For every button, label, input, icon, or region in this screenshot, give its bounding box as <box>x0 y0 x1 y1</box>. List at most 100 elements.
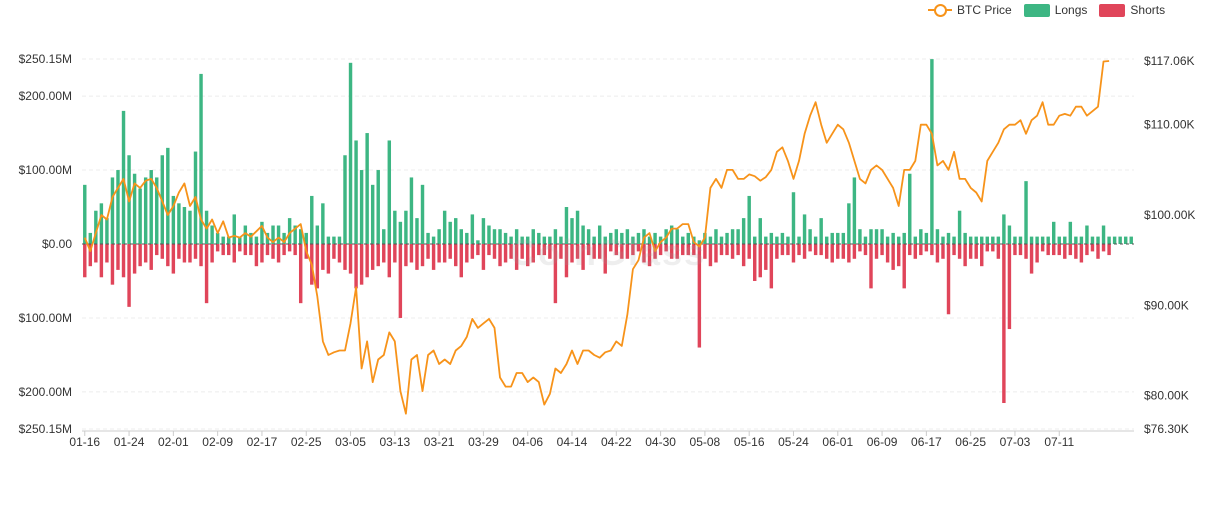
shorts-bar <box>841 244 846 259</box>
longs-bar <box>426 232 430 244</box>
longs-bar <box>741 218 746 244</box>
longs-bar <box>531 229 535 244</box>
longs-bar <box>1101 225 1106 244</box>
shorts-bar <box>227 244 231 256</box>
shorts-bar <box>365 244 369 278</box>
longs-bar <box>570 218 574 244</box>
shorts-bar <box>166 244 170 267</box>
longs-bar <box>908 173 912 244</box>
longs-bar <box>155 177 159 244</box>
longs-bar <box>980 236 984 244</box>
longs-bar <box>764 236 768 244</box>
longs-bar <box>376 170 380 244</box>
longs-bar <box>708 236 713 244</box>
longs-bar <box>332 236 336 244</box>
shorts-bar <box>620 244 624 259</box>
shorts-bar <box>647 244 652 267</box>
longs-bar <box>952 236 956 244</box>
x-axis-tick-label: 06-17 <box>911 435 942 449</box>
shorts-bar <box>481 244 486 270</box>
shorts-bar <box>354 244 358 289</box>
x-axis-tick-label: 04-06 <box>512 435 543 449</box>
shorts-bar <box>681 244 685 256</box>
chart-legend: BTC Price Longs Shorts <box>928 3 1177 17</box>
longs-bar <box>260 221 264 244</box>
longs-bar <box>730 229 735 244</box>
shorts-bar <box>315 244 320 289</box>
shorts-bar <box>919 244 923 256</box>
shorts-bar <box>758 244 762 278</box>
x-axis-tick-label: 02-09 <box>202 435 233 449</box>
longs-bar <box>880 229 884 244</box>
shorts-bar <box>542 244 547 256</box>
longs-bar <box>919 229 923 244</box>
longs-bar <box>99 203 104 244</box>
longs-bar <box>298 229 303 244</box>
shorts-bar <box>1024 244 1028 259</box>
shorts-bar <box>808 244 812 252</box>
longs-bar <box>681 236 685 244</box>
shorts-bar <box>553 244 558 304</box>
longs-bar <box>780 232 785 244</box>
shorts-bar <box>525 244 530 267</box>
longs-bar <box>963 232 967 244</box>
longs-bar <box>791 192 796 244</box>
shorts-bar <box>614 244 619 256</box>
longs-bar <box>847 203 851 244</box>
longs-bar <box>105 218 109 244</box>
longs-bar <box>238 236 242 244</box>
longs-bar <box>946 232 951 244</box>
shorts-bar <box>249 244 253 256</box>
shorts-bar <box>382 244 386 263</box>
longs-bar <box>459 229 463 244</box>
longs-bar <box>625 229 630 244</box>
longs-bar <box>841 232 846 244</box>
longs-bar <box>1107 236 1111 244</box>
shorts-bar <box>874 244 879 259</box>
shorts-bar <box>913 244 918 259</box>
btc-price-line <box>83 60 1110 415</box>
shorts-bar <box>188 244 192 263</box>
longs-bar <box>94 210 98 244</box>
longs-bar <box>1007 225 1012 244</box>
longs-bar <box>559 236 563 244</box>
shorts-bar <box>675 244 679 259</box>
legend-item-shorts[interactable]: Shorts <box>1099 3 1165 17</box>
shorts-bar <box>121 244 126 278</box>
longs-bar <box>221 236 225 244</box>
shorts-bar <box>780 244 785 256</box>
x-axis-tick-label: 04-14 <box>557 435 588 449</box>
legend-item-btc-price[interactable]: BTC Price <box>928 3 1012 17</box>
shorts-bar <box>376 244 380 267</box>
shorts-bar <box>741 244 746 267</box>
x-axis-tick-label: 05-08 <box>690 435 721 449</box>
shorts-bar <box>697 244 702 348</box>
x-axis-tick-label: 04-30 <box>645 435 676 449</box>
longs-bar <box>210 225 214 244</box>
longs-bar <box>1035 236 1039 244</box>
legend-item-longs[interactable]: Longs <box>1023 3 1087 17</box>
longs-bar <box>487 225 491 244</box>
longs-bar <box>348 62 353 244</box>
longs-bar <box>996 236 1001 244</box>
shorts-bar <box>332 244 336 259</box>
longs-bar <box>1085 225 1089 244</box>
shorts-bar <box>143 244 148 263</box>
longs-bar <box>548 236 552 244</box>
longs-bar <box>747 195 751 244</box>
shorts-bar <box>476 244 480 256</box>
shorts-bar <box>559 244 563 259</box>
shorts-bar <box>548 244 552 259</box>
shorts-bar <box>564 244 569 278</box>
x-axis-tick-label: 01-16 <box>69 435 100 449</box>
shorts-bar <box>880 244 884 256</box>
longs-bar <box>603 236 607 244</box>
shorts-bar <box>714 244 718 263</box>
x-axis-tick-label: 06-25 <box>955 435 986 449</box>
longs-bar <box>409 177 414 244</box>
shorts-bar <box>908 244 912 256</box>
shorts-bar <box>863 244 868 256</box>
shorts-bar <box>260 244 264 263</box>
